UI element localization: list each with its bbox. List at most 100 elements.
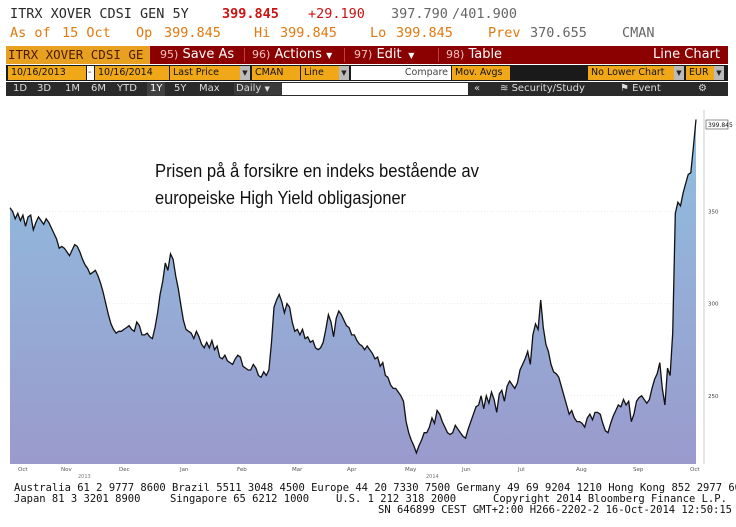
- pricing-source: CMAN: [622, 25, 655, 41]
- timeframe-1y[interactable]: 1Y: [147, 82, 166, 96]
- menu-divider: [244, 48, 245, 62]
- timeframe-1d[interactable]: 1D: [13, 83, 28, 94]
- x-tick-label: Jun: [461, 467, 471, 473]
- collapse-button[interactable]: «: [474, 83, 481, 94]
- edit-label: Edit: [376, 47, 402, 62]
- gear-icon[interactable]: ⚙: [698, 83, 707, 94]
- price-type-dropdown-icon[interactable]: ▼: [240, 66, 250, 80]
- x-tick-label: Oct: [18, 467, 28, 473]
- y-axis: 250 300 350: [703, 110, 719, 464]
- security-study-button[interactable]: ≋ Security/Study: [500, 82, 585, 96]
- timeframe-5y[interactable]: 5Y: [174, 83, 187, 94]
- table-number: 98): [446, 48, 465, 61]
- prev-label: Prev: [488, 25, 521, 41]
- footer-session: SN 646899 CEST GMT+2:00 H266-2202-2 16-O…: [378, 504, 733, 516]
- footer-singapore: Singapore 65 6212 1000: [170, 493, 310, 505]
- timeframe-1m[interactable]: 1M: [65, 83, 80, 94]
- lower-chart-field[interactable]: No Lower Chart: [588, 66, 674, 80]
- save-as-number: 95): [160, 48, 179, 61]
- x-tick-label: Oct: [690, 467, 700, 473]
- save-as-button[interactable]: 95) Save As: [160, 46, 234, 64]
- net-change: +29.190: [308, 6, 365, 22]
- footer-copyright: Copyright 2014 Bloomberg Finance L.P.: [493, 493, 727, 505]
- y-tick-label: 350: [708, 209, 719, 215]
- compare-button[interactable]: Compare: [351, 66, 451, 80]
- low-label: Lo: [370, 25, 387, 41]
- last-value-marker: 399.845: [705, 119, 733, 130]
- menu-divider: [344, 48, 345, 62]
- open-value: 399.845: [164, 25, 221, 41]
- y-tick-label: 300: [708, 302, 719, 308]
- event-button[interactable]: ⚑ Event: [620, 82, 661, 96]
- security-field[interactable]: ITRX XOVER CDSI GE: [6, 46, 150, 64]
- x-tick-label: Jan: [179, 467, 189, 473]
- last-price: 399.845: [222, 6, 279, 22]
- chart-type-dropdown-icon[interactable]: ▼: [339, 66, 349, 80]
- low-value: 399.845: [396, 25, 453, 41]
- actions-menu[interactable]: 96) Actions ▼: [252, 46, 332, 64]
- timeframe-6m[interactable]: 6M: [91, 83, 106, 94]
- table-label: Table: [468, 47, 503, 62]
- save-as-label: Save As: [182, 47, 235, 62]
- edit-menu[interactable]: 97) Edit ▼: [354, 46, 414, 64]
- price-line: [9, 119, 697, 455]
- lower-chart-dropdown-icon[interactable]: ▼: [674, 66, 684, 80]
- timeframe-max[interactable]: Max: [199, 83, 220, 94]
- source-field[interactable]: CMAN: [252, 66, 300, 80]
- chart-type-field[interactable]: Line: [301, 66, 339, 80]
- annotation-line-1: Prisen på å forsikre en indeks bestående…: [155, 161, 479, 181]
- trend-icon: ≋: [500, 83, 509, 94]
- x-tick-label: May: [405, 467, 417, 473]
- bid-price: 397.790: [391, 6, 448, 22]
- x-tick-label: Jul: [517, 467, 525, 473]
- asof-label: As of: [10, 25, 51, 41]
- timeframe-3d[interactable]: 3D: [37, 83, 52, 94]
- high-value: 399.845: [280, 25, 337, 41]
- security-study-label: Security/Study: [511, 83, 585, 94]
- timeframe-bar: 1D 3D 1M 6M YTD 1Y 5Y Max Daily ▼ « ≋ Se…: [6, 82, 728, 96]
- event-label: Event: [632, 83, 661, 94]
- footer-us: U.S. 1 212 318 2000: [336, 493, 457, 505]
- annotation-line-2: europeiske High Yield obligasjoner: [155, 188, 406, 208]
- event-icon: ⚑: [620, 83, 629, 94]
- period-dropdown[interactable]: Daily ▼: [234, 83, 282, 95]
- footer-japan: Japan 81 3 3201 8900: [14, 493, 141, 505]
- x-tick-label: Nov: [61, 467, 72, 473]
- asof-date: 15 Oct: [62, 25, 111, 41]
- chart-controls: 10/16/2013 - 10/16/2014 Last Price ▼ CMA…: [6, 65, 728, 81]
- start-date-field[interactable]: 10/16/2013: [8, 66, 86, 80]
- x-tick-label: Apr: [347, 467, 357, 473]
- mov-avgs-button[interactable]: Mov. Avgs: [452, 66, 510, 80]
- last-value-box: [705, 119, 729, 130]
- prev-value: 370.655: [530, 25, 587, 41]
- quote-stats: As of 15 Oct Op 399.845 Hi 399.845 Lo 39…: [0, 25, 736, 42]
- price-area: [10, 119, 696, 464]
- x-axis: Oct Nov Dec Jan Feb Mar Apr May Jun Jul Aug Sep Oct 2…: [18, 467, 700, 480]
- menu-divider: [438, 48, 439, 62]
- price-type-field[interactable]: Last Price: [170, 66, 240, 80]
- ticker-title: ITRX XOVER CDSI GEN 5Y: [10, 6, 189, 22]
- chevron-down-icon: ▼: [264, 85, 270, 93]
- quote-header: ITRX XOVER CDSI GEN 5Y 399.845 +29.190 3…: [0, 6, 736, 23]
- timeframe-ytd[interactable]: YTD: [117, 83, 137, 94]
- end-date-field[interactable]: 10/16/2014: [95, 66, 169, 80]
- x-tick-label: Sep: [633, 467, 644, 473]
- table-button[interactable]: 98) Table: [446, 46, 502, 64]
- x-tick-label: Aug: [576, 467, 587, 473]
- x-tick-label: Feb: [237, 467, 247, 473]
- footer-phones-line1: Australia 61 2 9777 8600 Brazil 5511 304…: [14, 482, 736, 494]
- last-value-label: 399.845: [708, 122, 733, 129]
- chart-view-title: Line Chart: [653, 47, 720, 62]
- menu-bar: ITRX XOVER CDSI GE 95) Save As 96) Actio…: [6, 46, 728, 64]
- date-separator: -: [87, 66, 94, 80]
- currency-dropdown-icon[interactable]: ▼: [714, 66, 724, 80]
- period-input[interactable]: [282, 83, 468, 95]
- period-label: Daily: [236, 83, 262, 94]
- open-label: Op: [136, 25, 153, 41]
- actions-label: Actions: [274, 47, 322, 62]
- year-label: 2014: [426, 474, 439, 480]
- currency-field[interactable]: EUR: [686, 66, 714, 80]
- edit-number: 97): [354, 48, 373, 61]
- price-chart[interactable]: 250 300 350 Oct Nov Dec Jan Feb Mar Apr May Jun Jul…: [0, 96, 736, 482]
- ask-price: /401.900: [452, 6, 518, 22]
